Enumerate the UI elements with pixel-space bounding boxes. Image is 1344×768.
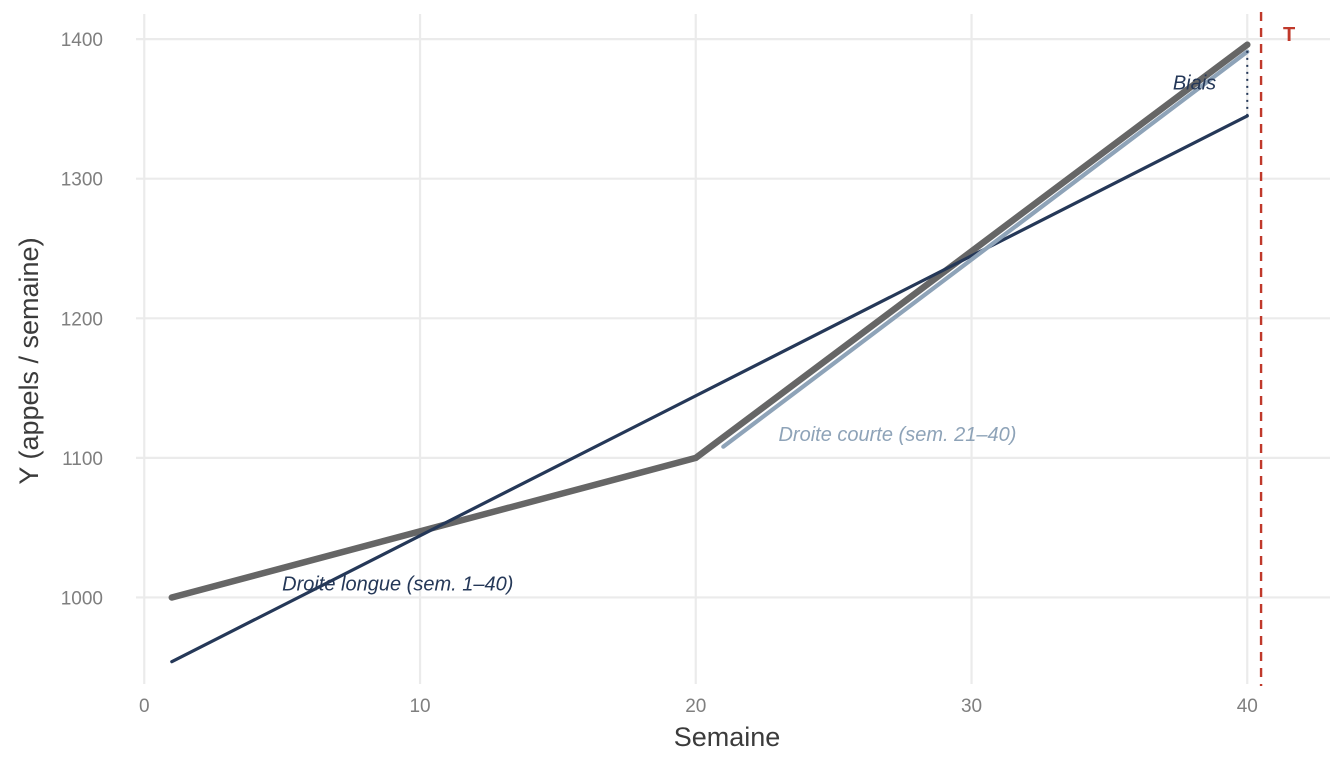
y-tick-label: 1200 (61, 309, 103, 330)
x-tick-label: 20 (685, 696, 706, 717)
series-line-observed (168, 41, 1251, 601)
y-tick-label: 1400 (61, 30, 103, 51)
grid (136, 14, 1330, 684)
annotation-long: Droite longue (sem. 1–40) (282, 574, 513, 596)
y-tick-label: 1300 (61, 170, 103, 191)
x-tick-label: 0 (139, 696, 150, 717)
y-tick-label: 1100 (62, 449, 103, 470)
tick-labels: 0 10 20 30 40 1000 1100 1200 1300 1400 (61, 30, 1258, 717)
reference-lines: T (1259, 12, 1295, 686)
series-layer (168, 41, 1251, 664)
series-line-long-fit (170, 114, 1249, 664)
series-line-short-fit (721, 49, 1250, 449)
x-tick-label: 30 (961, 696, 982, 717)
x-tick-label: 10 (409, 696, 430, 717)
annotation-bias: Biais (1173, 72, 1216, 94)
x-axis-title: Semaine (674, 722, 781, 752)
cutoff-label: T (1283, 24, 1295, 46)
y-tick-label: 1000 (61, 588, 103, 609)
y-axis-title: Y (appels / semaine) (14, 237, 44, 484)
annotations: Droite longue (sem. 1–40) Droite courte (… (282, 72, 1216, 595)
x-tick-label: 40 (1237, 696, 1258, 717)
annotation-short: Droite courte (sem. 21–40) (778, 424, 1016, 446)
